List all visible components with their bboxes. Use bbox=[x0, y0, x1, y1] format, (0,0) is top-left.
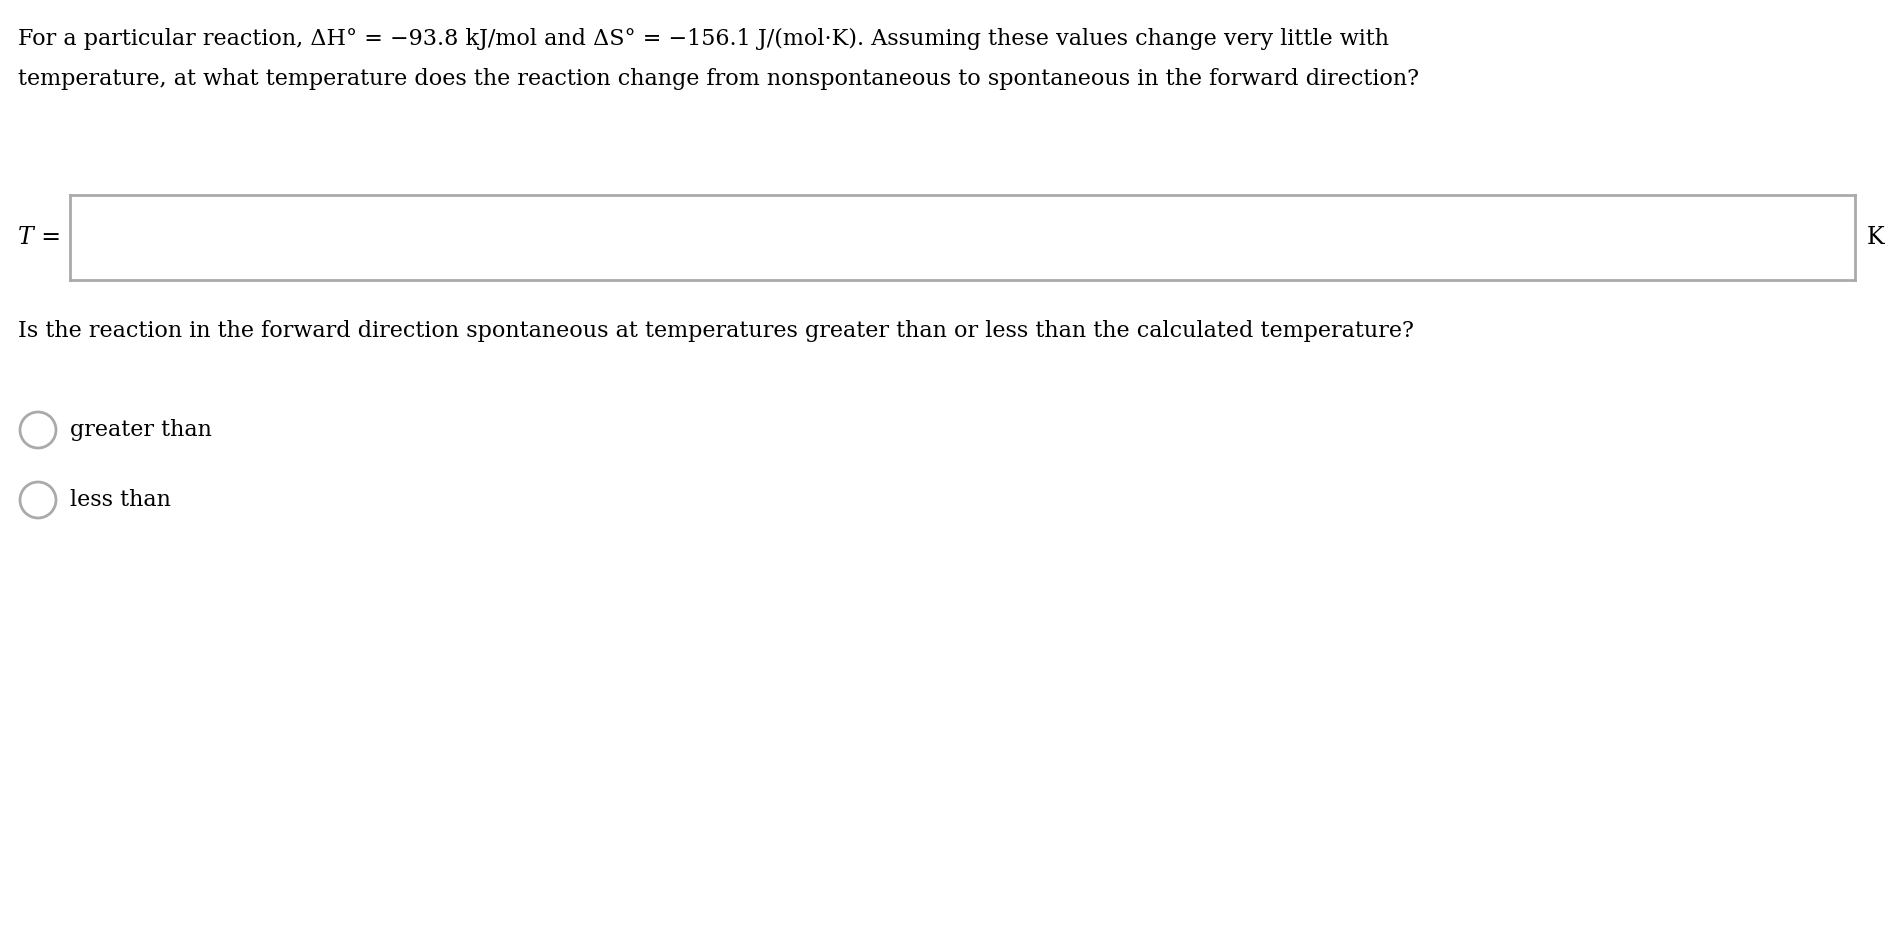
Text: less than: less than bbox=[70, 489, 171, 511]
Text: greater than: greater than bbox=[70, 419, 213, 441]
Text: K: K bbox=[1868, 226, 1885, 249]
Text: Is the reaction in the forward direction spontaneous at temperatures greater tha: Is the reaction in the forward direction… bbox=[17, 320, 1414, 342]
Text: For a particular reaction, ΔH° = −93.8 kJ/mol and ΔS° = −156.1 J/(mol·K). Assumi: For a particular reaction, ΔH° = −93.8 k… bbox=[17, 28, 1389, 50]
Text: T =: T = bbox=[17, 226, 61, 249]
Circle shape bbox=[21, 482, 57, 518]
Text: temperature, at what temperature does the reaction change from nonspontaneous to: temperature, at what temperature does th… bbox=[17, 68, 1420, 90]
Circle shape bbox=[21, 412, 57, 448]
